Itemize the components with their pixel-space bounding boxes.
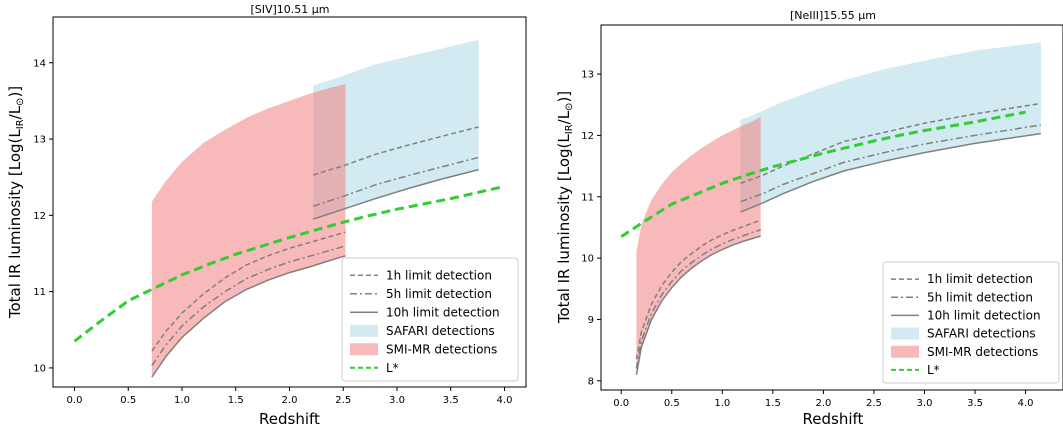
1h-limit-detection-line [635, 219, 761, 360]
x-tick-label: 3.0 [917, 398, 933, 409]
lstar-line [620, 110, 1026, 238]
x-tick-label: 0.0 [67, 395, 83, 406]
smi-mr-detections-band [151, 84, 346, 378]
5h-limit-detection-line [635, 229, 761, 369]
safari-detections-band [740, 42, 1041, 213]
y-axis-label: Total IR luminosity [Log(LIR/L⊙)] [555, 91, 575, 324]
y-tick-label: 11 [581, 192, 594, 203]
5h-limit-detection-line [740, 124, 1041, 203]
x-tick-label: 2.5 [866, 398, 882, 409]
legend-label: 5h limit detection [386, 287, 492, 301]
x-tick-label: 0.0 [613, 398, 629, 409]
x-tick-label: 3.5 [967, 398, 983, 409]
x-tick-label: 2.5 [335, 395, 351, 406]
smi-mr-detections-band [636, 117, 761, 375]
legend-label: 1h limit detection [386, 268, 492, 282]
1h-limit-detection-line [740, 102, 1041, 185]
legend-label: L* [386, 361, 399, 375]
x-tick-label: 3.0 [389, 395, 405, 406]
legend-swatch [350, 343, 378, 356]
legend-label: 10h limit detection [927, 308, 1041, 322]
chart-title: [NeIII]15.55 μm [790, 9, 876, 22]
legend-label: SAFARI detections [386, 324, 495, 338]
x-axis-label: Redshift [259, 410, 320, 428]
lstar-line [73, 184, 505, 343]
10h-limit-detection-line [151, 255, 346, 378]
legend-label: L* [927, 363, 940, 377]
legend: 1h limit detection 5h limit detection 10h … [882, 261, 1060, 384]
1h-limit-detection-line [151, 231, 346, 352]
legend-label: 1h limit detection [927, 272, 1033, 286]
x-tick-label: 2.0 [282, 395, 298, 406]
x-tick-label: 0.5 [664, 398, 680, 409]
y-tick-label: 14 [33, 58, 46, 69]
legend-swatch [350, 324, 378, 337]
x-tick-label: 4.0 [1018, 398, 1034, 409]
y-tick-label: 13 [581, 70, 594, 81]
legend-label: 5h limit detection [927, 290, 1033, 304]
legend: 1h limit detection 5h limit detection 10h … [341, 257, 519, 382]
y-tick-label: 10 [33, 363, 46, 374]
x-tick-label: 4.0 [497, 395, 513, 406]
plot-frame [600, 24, 1063, 391]
safari-detections-band [313, 39, 479, 220]
y-tick-label: 12 [581, 131, 594, 142]
10h-limit-detection-line [312, 168, 479, 220]
legend-label: 10h limit detection [386, 305, 500, 319]
y-tick-label: 9 [588, 315, 594, 326]
x-tick-label: 1.5 [765, 398, 781, 409]
y-tick-label: 11 [33, 287, 46, 298]
legend-swatch [891, 327, 919, 340]
x-tick-label: 0.5 [120, 395, 136, 406]
legend-swatch [891, 345, 919, 358]
1h-limit-detection-line [312, 126, 479, 176]
x-tick-label: 3.5 [443, 395, 459, 406]
siv-panel: [SIV]10.51 μm 0.0 0.5 1.0 1.5 2.0 2.5 3.0 3.5 4.… [6, 3, 527, 428]
legend-label: SMI-MR detections [927, 345, 1038, 359]
10h-limit-detection-line [635, 235, 761, 375]
x-tick-label: 2.0 [815, 398, 831, 409]
x-tick-label: 1.0 [714, 398, 730, 409]
y-tick-label: 8 [588, 376, 594, 387]
legend-box [882, 261, 1060, 384]
x-tick-label: 1.5 [228, 395, 244, 406]
chart-title: [SIV]10.51 μm [250, 3, 329, 16]
legend-label: SMI-MR detections [386, 342, 497, 356]
5h-limit-detection-line [312, 156, 479, 207]
10h-limit-detection-line [740, 132, 1041, 213]
legend-box [341, 257, 519, 382]
x-axis-label: Redshift [803, 410, 864, 428]
legend-label: SAFARI detections [927, 327, 1036, 341]
y-axis-label: Total IR luminosity [Log(LIR/L⊙)] [6, 86, 26, 319]
5h-limit-detection-line [151, 245, 346, 367]
y-tick-label: 12 [33, 211, 46, 222]
neiii-panel: [NeIII]15.55 μm 0.0 0.5 1.0 1.5 2.0 2.5 3.0 3.5… [555, 9, 1063, 428]
x-tick-label: 1.0 [174, 395, 190, 406]
y-tick-label: 10 [581, 254, 594, 265]
y-tick-label: 13 [33, 135, 46, 146]
